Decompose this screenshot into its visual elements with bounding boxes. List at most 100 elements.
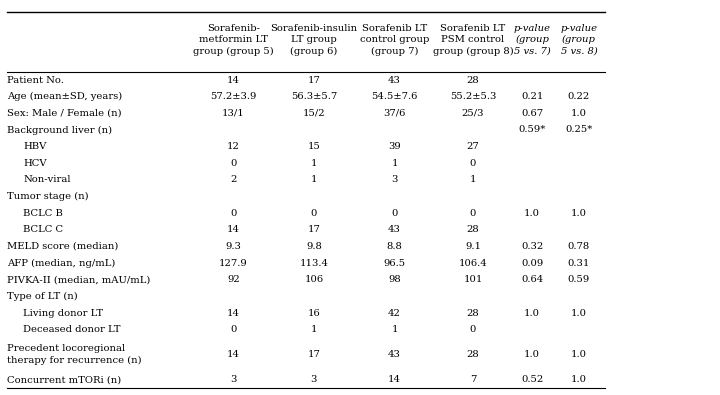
Text: 1.0: 1.0: [571, 350, 587, 359]
Text: Sex: Male / Female (n): Sex: Male / Female (n): [7, 109, 122, 118]
Text: 106.4: 106.4: [459, 259, 487, 267]
Text: Sorafenib-insulin
LT group
(group 6): Sorafenib-insulin LT group (group 6): [270, 24, 358, 56]
Text: 0.09: 0.09: [521, 259, 543, 267]
Text: 1: 1: [310, 175, 318, 184]
Text: 127.9: 127.9: [219, 259, 248, 267]
Text: 1.0: 1.0: [524, 350, 540, 359]
Text: 37/6: 37/6: [383, 109, 406, 118]
Text: 43: 43: [388, 225, 401, 234]
Text: 0: 0: [230, 159, 236, 168]
Text: 96.5: 96.5: [384, 259, 405, 267]
Text: PIVKA-II (median, mAU/mL): PIVKA-II (median, mAU/mL): [7, 275, 150, 284]
Text: 0.59: 0.59: [568, 275, 590, 284]
Text: 25/3: 25/3: [462, 109, 485, 118]
Text: p-value
(group
5 vs. 7): p-value (group 5 vs. 7): [513, 24, 551, 56]
Text: Concurrent mTORi (n): Concurrent mTORi (n): [7, 375, 122, 384]
Text: Patient No.: Patient No.: [7, 75, 64, 85]
Text: 12: 12: [227, 142, 240, 151]
Text: 8.8: 8.8: [387, 242, 402, 251]
Text: 1: 1: [469, 175, 477, 184]
Text: 28: 28: [467, 225, 480, 234]
Text: Living donor LT: Living donor LT: [23, 308, 103, 318]
Text: 7: 7: [470, 375, 476, 384]
Text: p-value
(group
5 vs. 8): p-value (group 5 vs. 8): [560, 24, 598, 56]
Text: 55.2±5.3: 55.2±5.3: [450, 92, 496, 101]
Text: 0.22: 0.22: [568, 92, 590, 101]
Text: 9.1: 9.1: [465, 242, 481, 251]
Text: Sorafenib-
metformin LT
group (group 5): Sorafenib- metformin LT group (group 5): [193, 24, 274, 56]
Text: HBV: HBV: [23, 142, 46, 151]
Text: 0.52: 0.52: [521, 375, 543, 384]
Text: 1: 1: [310, 159, 318, 168]
Text: Sorafenib LT
control group
(group 7): Sorafenib LT control group (group 7): [360, 24, 429, 56]
Text: Age (mean±SD, years): Age (mean±SD, years): [7, 92, 122, 101]
Text: 0: 0: [230, 325, 236, 334]
Text: 15: 15: [307, 142, 320, 151]
Text: 3: 3: [311, 375, 317, 384]
Text: 14: 14: [227, 308, 240, 318]
Text: 2: 2: [230, 175, 236, 184]
Text: 14: 14: [227, 225, 240, 234]
Text: Tumor stage (n): Tumor stage (n): [7, 192, 89, 201]
Text: 3: 3: [392, 175, 397, 184]
Text: 57.2±3.9: 57.2±3.9: [210, 92, 256, 101]
Text: 101: 101: [464, 275, 482, 284]
Text: Sorafenib LT
PSM control
group (group 8): Sorafenib LT PSM control group (group 8): [433, 24, 513, 56]
Text: 54.5±7.6: 54.5±7.6: [372, 92, 418, 101]
Text: 1: 1: [310, 325, 318, 334]
Text: 0.21: 0.21: [521, 92, 544, 101]
Text: 1.0: 1.0: [524, 209, 540, 218]
Text: 3: 3: [230, 375, 236, 384]
Text: 0.64: 0.64: [521, 275, 543, 284]
Text: AFP (median, ng/mL): AFP (median, ng/mL): [7, 259, 116, 268]
Text: 9.8: 9.8: [306, 242, 322, 251]
Text: HCV: HCV: [23, 159, 47, 168]
Text: Non-viral: Non-viral: [23, 175, 71, 184]
Text: BCLC C: BCLC C: [23, 225, 63, 234]
Text: 0: 0: [470, 209, 476, 218]
Text: BCLC B: BCLC B: [23, 209, 63, 218]
Text: 1.0: 1.0: [571, 109, 587, 118]
Text: 28: 28: [467, 308, 480, 318]
Text: Type of LT (n): Type of LT (n): [7, 292, 78, 301]
Text: 43: 43: [388, 75, 401, 85]
Text: 0.67: 0.67: [521, 109, 543, 118]
Text: Background liver (n): Background liver (n): [7, 126, 112, 135]
Text: 56.3±5.7: 56.3±5.7: [291, 92, 337, 101]
Text: 1.0: 1.0: [524, 308, 540, 318]
Text: 17: 17: [307, 225, 320, 234]
Text: MELD score (median): MELD score (median): [7, 242, 119, 251]
Text: 1: 1: [391, 325, 398, 334]
Text: 0.78: 0.78: [568, 242, 590, 251]
Text: 1.0: 1.0: [571, 209, 587, 218]
Text: 1: 1: [391, 159, 398, 168]
Text: 0.31: 0.31: [567, 259, 590, 267]
Text: 27: 27: [467, 142, 480, 151]
Text: 98: 98: [388, 275, 401, 284]
Text: 9.3: 9.3: [225, 242, 241, 251]
Text: 0: 0: [392, 209, 397, 218]
Text: Precedent locoregional
therapy for recurrence (n): Precedent locoregional therapy for recur…: [7, 344, 142, 365]
Text: 0.32: 0.32: [521, 242, 543, 251]
Text: 0: 0: [470, 325, 476, 334]
Text: 39: 39: [388, 142, 401, 151]
Text: 13/1: 13/1: [222, 109, 245, 118]
Text: 14: 14: [227, 350, 240, 359]
Text: 42: 42: [388, 308, 401, 318]
Text: 106: 106: [305, 275, 323, 284]
Text: 14: 14: [388, 375, 401, 384]
Text: 16: 16: [307, 308, 320, 318]
Text: 0: 0: [230, 209, 236, 218]
Text: 0.59*: 0.59*: [518, 126, 546, 134]
Text: 28: 28: [467, 75, 480, 85]
Text: 1.0: 1.0: [571, 375, 587, 384]
Text: Deceased donor LT: Deceased donor LT: [23, 325, 120, 334]
Text: 17: 17: [307, 350, 320, 359]
Text: 0.25*: 0.25*: [565, 126, 593, 134]
Text: 43: 43: [388, 350, 401, 359]
Text: 15/2: 15/2: [302, 109, 325, 118]
Text: 0: 0: [470, 159, 476, 168]
Text: 14: 14: [227, 75, 240, 85]
Text: 1.0: 1.0: [571, 308, 587, 318]
Text: 17: 17: [307, 75, 320, 85]
